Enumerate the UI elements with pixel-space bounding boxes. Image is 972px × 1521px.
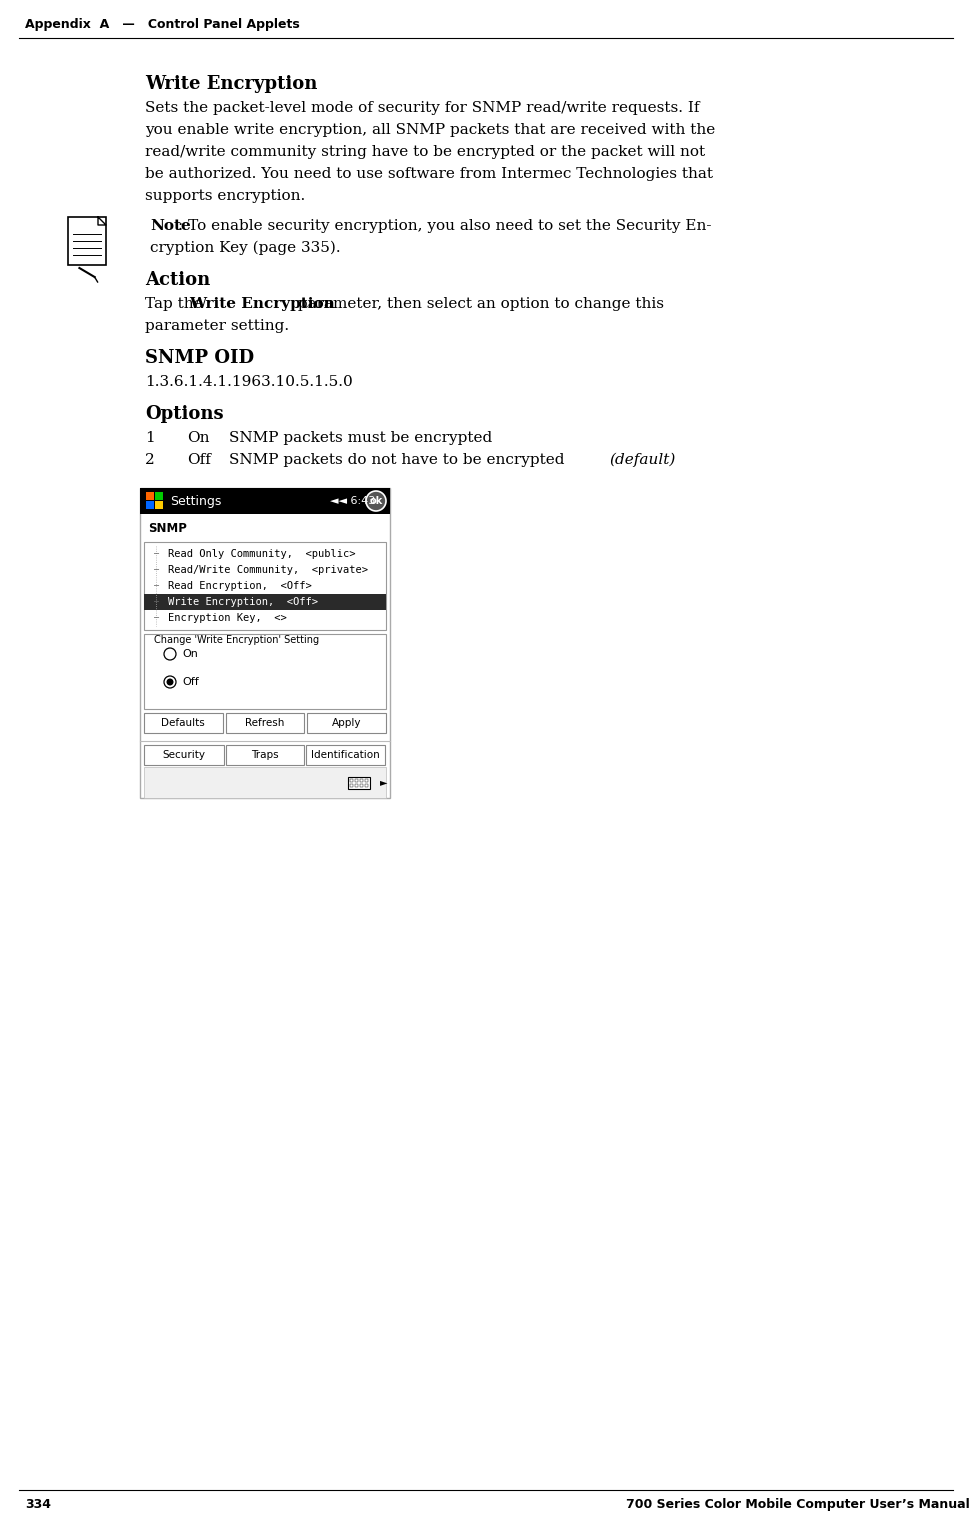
Text: you enable write encryption, all SNMP packets that are received with the: you enable write encryption, all SNMP pa… (145, 123, 715, 137)
Text: Settings: Settings (170, 494, 222, 508)
Text: Write Encryption,  <Off>: Write Encryption, <Off> (168, 598, 318, 607)
Text: Off: Off (182, 677, 198, 687)
Text: 2: 2 (145, 453, 155, 467)
Bar (144, 634, 386, 709)
Bar (307, 713, 386, 733)
Text: Tap the: Tap the (145, 297, 207, 310)
Text: Write Encryption: Write Encryption (189, 297, 334, 310)
Circle shape (366, 491, 386, 511)
Text: SNMP: SNMP (148, 522, 187, 535)
Bar (306, 745, 385, 765)
Text: SNMP OID: SNMP OID (145, 348, 254, 367)
Bar (140, 488, 390, 799)
Bar (360, 779, 363, 782)
Text: Action: Action (145, 271, 210, 289)
Text: Refresh: Refresh (245, 718, 285, 729)
Bar (226, 713, 304, 733)
Text: Encryption Key,  <>: Encryption Key, <> (168, 613, 287, 624)
Bar (365, 783, 368, 786)
Bar (348, 777, 370, 788)
Text: —: — (154, 598, 159, 607)
Text: Defaults: Defaults (161, 718, 205, 729)
Text: 1.3.6.1.4.1.1963.10.5.1.5.0: 1.3.6.1.4.1.1963.10.5.1.5.0 (145, 376, 353, 389)
Text: Options: Options (145, 405, 224, 423)
Text: —: — (154, 613, 159, 622)
Circle shape (166, 678, 173, 686)
Text: ok: ok (369, 496, 383, 506)
Text: Appendix  A   —   Control Panel Applets: Appendix A — Control Panel Applets (25, 18, 299, 30)
Text: ►: ► (380, 777, 388, 788)
Text: : To enable security encryption, you also need to set the Security En-: : To enable security encryption, you als… (178, 219, 712, 233)
Bar (140, 488, 390, 514)
Text: 700 Series Color Mobile Computer User’s Manual: 700 Series Color Mobile Computer User’s … (626, 1498, 970, 1510)
Text: Off: Off (187, 453, 211, 467)
Text: —: — (154, 566, 159, 575)
Text: Apply: Apply (331, 718, 362, 729)
Text: Traps: Traps (251, 750, 279, 760)
Text: (default): (default) (609, 453, 676, 467)
Text: On: On (182, 649, 198, 659)
Bar (144, 745, 224, 765)
Bar (355, 779, 358, 782)
Text: Note: Note (150, 219, 191, 233)
Text: 1: 1 (145, 430, 155, 446)
Text: cryption Key (page 335).: cryption Key (page 335). (150, 240, 340, 256)
Text: ◄◄ 6:43: ◄◄ 6:43 (330, 496, 375, 506)
Text: parameter setting.: parameter setting. (145, 319, 289, 333)
Bar (360, 783, 363, 786)
Bar (144, 767, 386, 799)
Text: read/write community string have to be encrypted or the packet will not: read/write community string have to be e… (145, 144, 705, 160)
Bar (350, 783, 353, 786)
Text: Write Encryption: Write Encryption (145, 75, 318, 93)
Bar (355, 783, 358, 786)
Text: Identification: Identification (311, 750, 380, 760)
Bar (68, 218, 106, 265)
Text: SNMP packets do not have to be encrypted: SNMP packets do not have to be encrypted (229, 453, 570, 467)
Text: Read Only Community,  <public>: Read Only Community, <public> (168, 549, 356, 560)
Bar (365, 779, 368, 782)
Text: On: On (187, 430, 210, 446)
Text: Security: Security (163, 750, 206, 760)
Text: SNMP packets must be encrypted: SNMP packets must be encrypted (229, 430, 492, 446)
Text: Change 'Write Encryption' Setting: Change 'Write Encryption' Setting (154, 634, 319, 645)
Text: parameter, then select an option to change this: parameter, then select an option to chan… (293, 297, 664, 310)
Bar (144, 713, 223, 733)
Bar (144, 541, 386, 630)
Text: —: — (154, 549, 159, 558)
Bar (155, 491, 163, 500)
Circle shape (164, 648, 176, 660)
Text: be authorized. You need to use software from Intermec Technologies that: be authorized. You need to use software … (145, 167, 713, 181)
Text: Sets the packet-level mode of security for SNMP read/write requests. If: Sets the packet-level mode of security f… (145, 100, 700, 116)
Text: Read Encryption,  <Off>: Read Encryption, <Off> (168, 581, 312, 592)
Text: supports encryption.: supports encryption. (145, 189, 305, 202)
Bar (226, 745, 304, 765)
Text: Read/Write Community,  <private>: Read/Write Community, <private> (168, 564, 368, 575)
Circle shape (164, 675, 176, 687)
Text: —: — (154, 581, 159, 590)
Bar (155, 500, 163, 510)
Bar (144, 595, 386, 610)
Bar (350, 779, 353, 782)
Bar (146, 500, 154, 510)
Bar (146, 491, 154, 500)
Text: 334: 334 (25, 1498, 51, 1510)
